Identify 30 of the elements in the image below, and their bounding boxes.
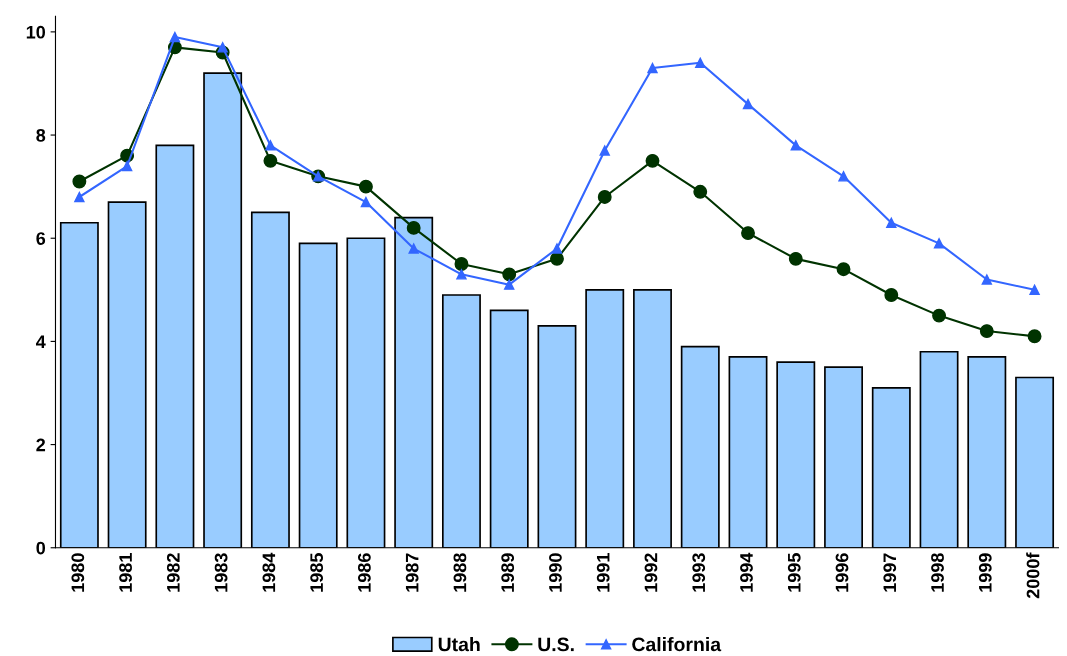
x-tick-label: 1986 [357,553,371,592]
x-tick-label: 1983 [214,553,228,592]
x-tick-label: 1981 [119,553,132,592]
x-tick-label: 1990 [549,553,562,592]
x-tick-label: 1996 [835,553,849,592]
x-tick-label: 2000f [1026,552,1040,599]
x-tick-label: 1984 [262,552,276,592]
y-tick-label: 4 [35,335,46,348]
x-tick-label: 1999 [978,553,992,592]
x-tick-label: 1985 [310,553,324,592]
x-tick-label: 1989 [501,553,515,592]
y-tick-label: 10 [26,25,46,39]
y-tick-label: 6 [36,232,46,245]
x-tick-label: 1993 [692,553,706,592]
y-tick-label: 2 [36,438,46,452]
x-tick-label: 1991 [596,553,610,592]
legend-label: California [632,637,722,652]
x-tick-label: 1992 [644,553,658,592]
x-tick-label: 1994 [740,552,753,592]
x-tick-label: 1998 [931,553,944,592]
x-tick-label: 1987 [405,553,419,592]
x-tick-label: 1980 [71,553,85,592]
x-tick-label: 1982 [166,553,180,592]
y-tick-label: 8 [36,128,46,142]
legend-label: U.S. [538,637,574,652]
legend-label: Utah [438,637,480,652]
x-tick-label: 1997 [883,553,897,592]
y-tick-label: 0 [36,541,46,555]
x-tick-label: 1995 [787,553,801,592]
x-tick-label: 1988 [453,553,467,592]
